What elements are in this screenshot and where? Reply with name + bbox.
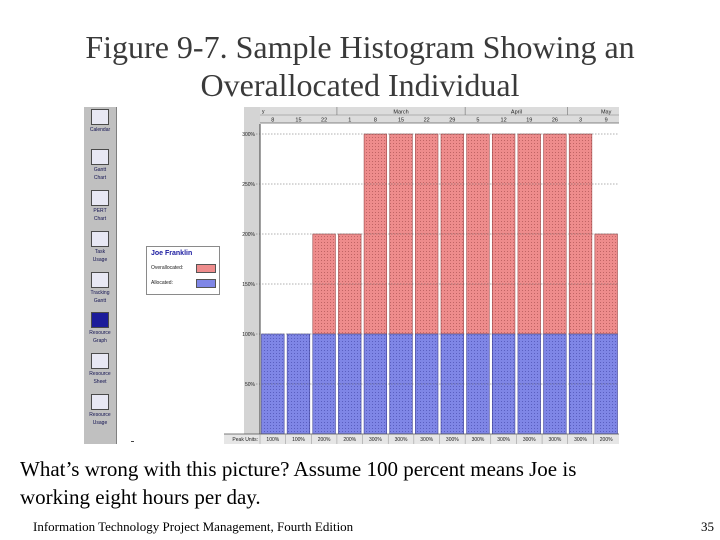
view-label: Resource bbox=[89, 330, 111, 336]
view-bar-item-resource-sheet[interactable]: Resource Sheet bbox=[84, 353, 116, 385]
week-label: 22 bbox=[424, 118, 430, 124]
resource-histogram: y March April May 8 15 22 1 8 15 22 29 5 12 19 26 3 9 50% 1… bbox=[224, 107, 619, 444]
peak-units-value: 300% bbox=[446, 437, 459, 443]
y-tick-label: 100% bbox=[242, 332, 255, 338]
axis-strip bbox=[244, 107, 260, 444]
peak-units-value: 200% bbox=[600, 437, 613, 443]
slide-title-line-2: Overallocated Individual bbox=[200, 67, 520, 103]
week-label: 8 bbox=[271, 118, 274, 124]
pane-mark bbox=[131, 441, 134, 442]
slide-title-line-1: Figure 9-7. Sample Histogram Showing an bbox=[85, 29, 635, 65]
caption-line-2: working eight hours per day. bbox=[20, 485, 261, 509]
view-label: PERT bbox=[93, 208, 107, 214]
y-tick-label: 250% bbox=[242, 182, 255, 188]
view-label: Resource bbox=[89, 371, 111, 377]
peak-units-value: 300% bbox=[369, 437, 382, 443]
overallocated-swatch bbox=[196, 264, 216, 273]
month-label: May bbox=[601, 110, 612, 116]
view-label: Tracking bbox=[90, 290, 110, 296]
resource-legend: Joe Franklin Overallocated: Allocated: bbox=[146, 246, 220, 295]
y-tick-label: 150% bbox=[242, 282, 255, 288]
week-label: 15 bbox=[295, 118, 301, 124]
view-label-2: Graph bbox=[93, 338, 107, 344]
peak-units-value: 200% bbox=[318, 437, 331, 443]
legend-allocated-label: Allocated: bbox=[151, 280, 173, 286]
view-bar-item-gantt-chart[interactable]: Gantt Chart bbox=[84, 149, 116, 181]
view-label-2: Usage bbox=[92, 257, 108, 263]
peak-units-value: 200% bbox=[343, 437, 356, 443]
week-label: 22 bbox=[321, 118, 327, 124]
peak-units-value: 300% bbox=[395, 437, 408, 443]
view-label-2: Chart bbox=[93, 175, 107, 181]
resource-usage-icon bbox=[91, 394, 109, 410]
view-bar-item-calendar[interactable]: Calendar bbox=[84, 109, 116, 133]
view-bar: Calendar Gantt Chart PERT Chart Task Usa… bbox=[84, 107, 117, 444]
page-number: 35 bbox=[701, 519, 714, 534]
week-label: 19 bbox=[526, 118, 532, 124]
view-label: Resource bbox=[89, 412, 111, 418]
peak-units-value: 300% bbox=[574, 437, 587, 443]
view-bar-item-resource-graph[interactable]: Resource Graph bbox=[84, 312, 116, 344]
legend-overallocated-label: Overallocated: bbox=[151, 265, 184, 271]
resource-graph-icon bbox=[91, 312, 109, 328]
y-tick-label: 300% bbox=[242, 132, 255, 138]
footer-text: Information Technology Project Managemen… bbox=[33, 519, 354, 534]
y-tick-label: 200% bbox=[242, 232, 255, 238]
view-label-2: Sheet bbox=[93, 379, 107, 385]
peak-units-row bbox=[224, 434, 619, 444]
view-bar-item-pert-chart[interactable]: PERT Chart bbox=[84, 190, 116, 222]
week-label: 15 bbox=[398, 118, 404, 124]
peak-units-value: 100% bbox=[292, 437, 305, 443]
y-tick-label: 50% bbox=[245, 382, 256, 388]
view-label-2: Chart bbox=[93, 216, 107, 222]
view-label: Task bbox=[94, 249, 106, 255]
week-label: 12 bbox=[501, 118, 507, 124]
tracking-gantt-icon bbox=[91, 272, 109, 288]
peak-units-value: 300% bbox=[472, 437, 485, 443]
project-screenshot: Calendar Gantt Chart PERT Chart Task Usa… bbox=[84, 107, 619, 444]
view-bar-item-tracking-gantt[interactable]: Tracking Gantt bbox=[84, 272, 116, 304]
view-label: Calendar bbox=[89, 127, 111, 133]
slide-title: Figure 9-7. Sample Histogram Showing an … bbox=[0, 28, 720, 104]
peak-units-value: 300% bbox=[548, 437, 561, 443]
peak-units-value: 300% bbox=[523, 437, 536, 443]
week-label: 26 bbox=[552, 118, 558, 124]
month-label-partial: y bbox=[262, 109, 265, 115]
month-label: April bbox=[511, 110, 522, 116]
resource-name: Joe Franklin bbox=[151, 250, 193, 257]
view-bar-item-task-usage[interactable]: Task Usage bbox=[84, 231, 116, 263]
peak-units-value: 100% bbox=[266, 437, 279, 443]
week-label: 9 bbox=[605, 118, 608, 124]
week-label: 1 bbox=[348, 118, 351, 124]
week-label: 29 bbox=[449, 118, 455, 124]
calendar-icon bbox=[91, 109, 109, 125]
view-label-2: Usage bbox=[92, 420, 108, 426]
week-label: 5 bbox=[476, 118, 479, 124]
peak-units-label: Peak Units: bbox=[232, 437, 258, 443]
peak-units-value: 300% bbox=[420, 437, 433, 443]
gantt-chart-icon bbox=[91, 149, 109, 165]
caption-line-1: What’s wrong with this picture? Assume 1… bbox=[20, 457, 577, 481]
allocated-swatch bbox=[196, 279, 216, 288]
week-label: 8 bbox=[374, 118, 377, 124]
week-label: 3 bbox=[579, 118, 582, 124]
slide-caption: What’s wrong with this picture? Assume 1… bbox=[20, 455, 710, 511]
resource-sheet-icon bbox=[91, 353, 109, 369]
peak-units-value: 300% bbox=[497, 437, 510, 443]
view-label: Gantt bbox=[93, 167, 107, 173]
view-bar-item-resource-usage[interactable]: Resource Usage bbox=[84, 394, 116, 426]
pert-chart-icon bbox=[91, 190, 109, 206]
task-usage-icon bbox=[91, 231, 109, 247]
view-label-2: Gantt bbox=[93, 298, 107, 304]
month-label: March bbox=[393, 110, 408, 116]
